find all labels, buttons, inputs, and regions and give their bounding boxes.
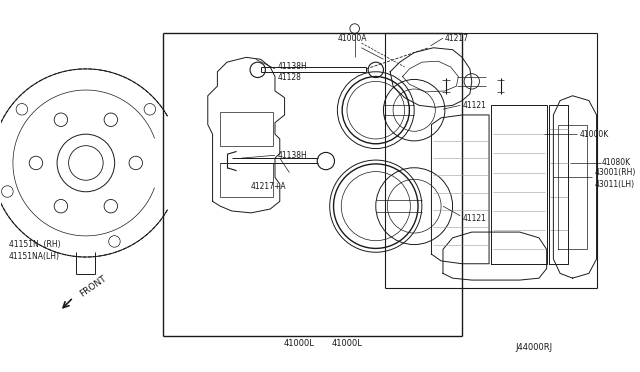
Text: 41151NA(LH): 41151NA(LH) [9,251,60,260]
Text: 41217: 41217 [445,33,469,43]
Text: 41121: 41121 [462,214,486,223]
Text: J44000RJ: J44000RJ [515,343,552,352]
Text: 41217+A: 41217+A [251,182,287,192]
Text: FRONT: FRONT [78,273,108,298]
Text: 41121: 41121 [462,101,486,110]
Bar [220,112,273,146]
Text: 41151N  (RH): 41151N (RH) [9,240,61,249]
Text: 43011(LH): 43011(LH) [595,180,635,189]
Text: 41000K: 41000K [579,130,609,139]
Text: 41128: 41128 [278,73,301,82]
Text: 41080K: 41080K [602,158,630,167]
Text: 41000A: 41000A [337,33,367,43]
Text: 41138H: 41138H [278,61,308,71]
Text: 41000L: 41000L [332,339,362,348]
Text: 41000L: 41000L [284,339,314,348]
Text: 43001(RH): 43001(RH) [595,168,636,177]
Text: 41138H: 41138H [278,151,308,160]
Bar [220,163,273,196]
